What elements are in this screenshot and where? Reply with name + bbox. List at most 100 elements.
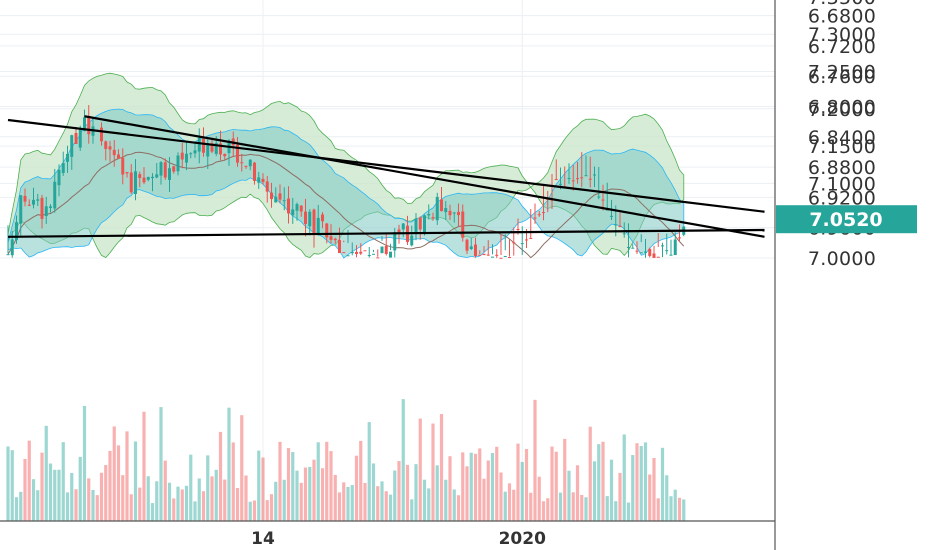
volume-bar [337,492,342,521]
candle-body [584,175,588,177]
candle-body [23,195,27,202]
volume-bar [512,489,516,521]
volume-bar [473,453,478,521]
candle-body [588,178,592,180]
volume-bar [244,475,248,521]
candle-body [19,195,23,224]
volume-bar [303,467,308,521]
volume-bar [669,496,673,521]
volume-bar [172,498,176,521]
candle-body [384,245,388,254]
candle-body [469,246,473,249]
candle-body [321,214,324,222]
volume-bar [478,448,482,521]
volume-bar [82,406,87,521]
candle-body [129,172,133,193]
volume-bar [635,443,639,521]
candle-body [57,169,61,186]
volume-bar [201,491,206,521]
volume-bar [465,466,469,521]
volume-bar [609,459,614,521]
candle-body [652,253,656,258]
candle-body [614,224,618,226]
candle-body [117,154,120,159]
candle-body [495,254,499,256]
volume-bar [507,483,512,521]
candle-body [440,199,443,212]
volume-bar [95,495,99,521]
volume-bar [295,470,299,521]
volume-bar [354,455,359,521]
volume-bar [274,481,278,521]
volume-bar [580,494,584,521]
candle-body [146,177,150,180]
candle-body [554,179,558,181]
candle-body [44,206,48,217]
candle-body [78,128,82,148]
candle-body [380,246,384,254]
candle-body [316,217,320,234]
candle-body [474,244,477,256]
candle-body [482,253,486,256]
volume-bar [325,441,329,521]
time-tick-label: 2020 [499,529,546,549]
candle-body [308,211,312,227]
candle-body [333,238,337,241]
candle-body [516,228,520,230]
volume-bar [622,434,626,521]
candle-body [363,250,367,252]
volume-bar [380,481,384,521]
volume-bar [397,461,401,521]
volume-bar [503,491,507,521]
candle-body [159,162,163,176]
candle-body [112,149,116,156]
volume-bar [44,425,48,521]
candle-body [537,214,541,216]
candle-body [410,235,414,246]
candle-body [70,135,74,157]
candle-body [151,176,154,179]
candle-body [274,196,278,203]
trendlines [7,115,765,238]
volume-bar [180,489,184,521]
candle-body [49,206,52,208]
volume-bar [240,415,244,521]
volume-bar [414,464,418,521]
trendline [7,118,765,213]
volume-bar [235,488,240,521]
candle-body [74,133,78,144]
volume-bar [575,465,580,521]
candle-body [618,225,622,227]
candle-body [418,217,422,230]
price-tick-label: 6.7200 [808,36,876,58]
volume-bar [129,494,133,521]
candle-body [665,250,669,252]
price-tick-label: 6.6800 [808,6,876,28]
candle-body [125,172,129,174]
volume-bar [227,407,231,521]
volume-bar [265,500,269,521]
candle-body [244,165,248,167]
candle-body [287,198,290,214]
candle-body [503,256,507,258]
candle-body [644,251,647,253]
candle-body [104,141,108,149]
candle-body [673,239,677,256]
volume-bar [439,414,444,521]
candle-body [533,217,537,219]
candle-body [40,197,44,219]
candle-body [359,251,363,254]
volume-bar [231,442,235,521]
volume-bar [452,489,456,521]
volume-bar [482,478,486,521]
volume-bar [376,486,380,521]
candle-body [27,204,31,206]
candle-body [53,181,57,209]
volume-bar [444,479,448,521]
time-tick-label: 14 [251,529,275,549]
candle-body [61,163,65,173]
volume-bar [461,452,465,521]
candle-body [669,254,673,256]
candle-body [168,168,171,180]
